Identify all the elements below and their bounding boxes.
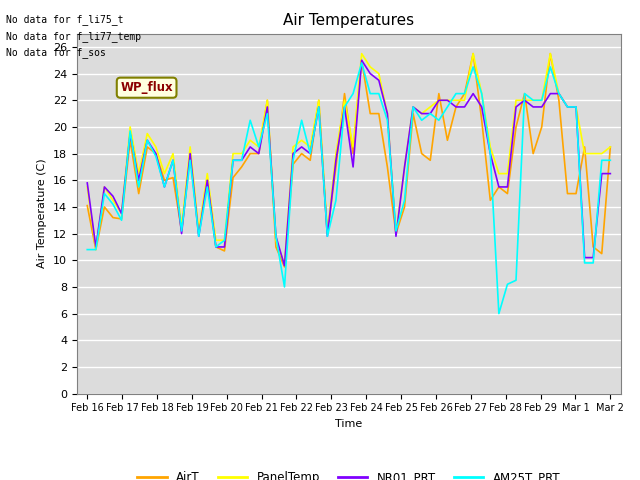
X-axis label: Time: Time <box>335 419 362 429</box>
Text: No data for f_li77_temp: No data for f_li77_temp <box>6 31 141 42</box>
Y-axis label: Air Temperature (C): Air Temperature (C) <box>37 159 47 268</box>
Title: Air Temperatures: Air Temperatures <box>284 13 414 28</box>
Text: No data for f_li75_t: No data for f_li75_t <box>6 14 124 25</box>
Text: No data for f_sos: No data for f_sos <box>6 47 106 58</box>
Legend: AirT, PanelTemp, NR01_PRT, AM25T_PRT: AirT, PanelTemp, NR01_PRT, AM25T_PRT <box>132 466 565 480</box>
Text: WP_flux: WP_flux <box>120 81 173 94</box>
